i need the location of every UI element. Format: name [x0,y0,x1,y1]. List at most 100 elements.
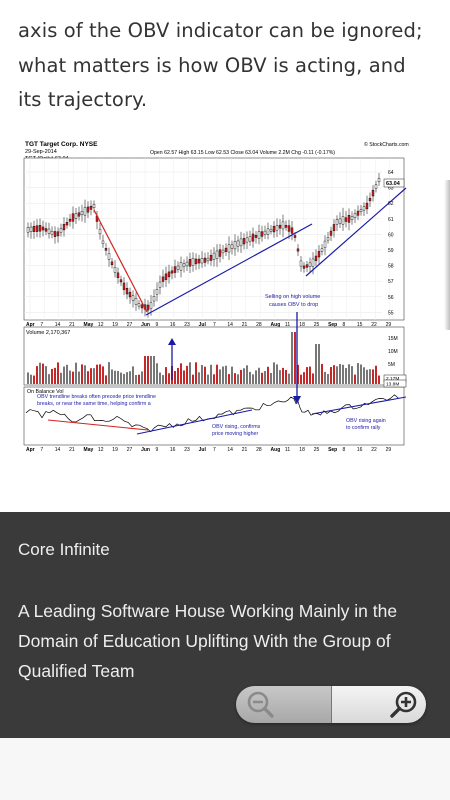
date-tick: 11 [285,447,290,453]
price-tick: 58 [388,264,394,270]
price-tick: 56 [388,295,394,301]
footer-tagline: A Leading Software House Working Mainly … [18,601,398,681]
date-tick: 16 [170,322,176,328]
annotation-selling: causes OBV to drop [269,302,318,308]
chart-symbol: TGT Target Corp. NYSE [25,141,98,148]
annotation-breaks: breaks, or near the same time, helping c… [37,401,151,407]
date-tick: 14 [227,447,233,453]
date-tick: Apr [26,322,35,328]
obv-uptrend-line-2 [311,396,407,415]
date-tick: 7 [40,447,43,453]
chart-date: 29-Sep-2014 [25,149,57,155]
date-tick: 23 [184,322,190,328]
annotation-rising-a: OBV rising, confirms [212,424,261,430]
annotation-breaks: OBV trendline breaks often precede price… [37,394,156,400]
date-tick: 28 [256,322,262,328]
volume-panel: Volume 2,170,367 15M 10M 5M 2.17M [23,326,407,386]
obv-chart-image: TGT Target Corp. NYSE 29-Sep-2014 TGT (D… [22,140,410,454]
date-tick: 7 [213,322,216,328]
zoom-out-button[interactable] [236,686,332,723]
date-tick: 9 [155,447,158,453]
obv-uptrend-line [136,409,253,435]
date-tick: 7 [40,322,43,328]
price-tick: 57 [388,279,394,285]
article-line: what matters is how OBV is acting, and [18,53,406,77]
volume-label: Volume 2,170,367 [26,330,70,336]
zoom-in-icon [390,691,417,718]
last-price-badge: 63.04 [386,181,401,187]
date-tick: 8 [342,447,345,453]
date-tick: 14 [227,322,233,328]
date-tick: 22 [371,322,377,328]
obv-label: On Balance Vol [27,389,64,395]
volume-tick: 5M [388,362,395,368]
footer-brand[interactable]: Core Infinite [18,540,110,559]
chart-source: © StockCharts.com [364,141,409,148]
date-tick: 27 [127,322,133,328]
price-panel: 64 63 62 61 60 59 58 57 56 55 63.04 Selling on hi… [23,157,407,321]
date-tick: Apr [26,447,35,453]
price-tick: 61 [388,217,394,223]
date-tick: 29 [386,322,392,328]
zoom-in-button[interactable] [331,686,426,723]
date-tick: 18 [299,322,305,328]
date-tick: 7 [213,447,216,453]
date-tick: 29 [386,447,392,453]
date-tick: Sep [328,322,337,328]
obv-badge: 13.8M [386,382,399,388]
article-text: axis of the OBV indicator can be ignored… [18,14,438,118]
date-tick: 19 [112,447,118,453]
obv-panel: On Balance Vol OBV trendline breaks ofte… [23,379,407,446]
date-tick: Jun [141,322,150,328]
volume-tick: 10M [388,349,398,355]
date-tick: 21 [69,447,75,453]
date-tick: May [84,447,94,453]
price-tick: 63 [388,186,394,192]
page-bottom-area [0,738,450,800]
date-tick: 25 [314,447,320,453]
date-tick: 14 [55,322,61,328]
date-tick: 18 [299,447,305,453]
obv-downtrend-line [47,419,149,431]
annotation-rising-a: price moving higher [212,431,258,437]
annotation-rising-b: to confirm rally [346,425,381,431]
price-tick: 62 [388,201,394,207]
volume-badge: 2.17M [386,376,399,382]
price-tick: 55 [388,310,394,316]
date-tick: 15 [357,322,363,328]
volume-tick: 15M [388,336,398,342]
price-tick: 60 [388,232,394,238]
price-uptrend-line [145,223,313,316]
date-tick: 23 [184,447,190,453]
price-tick: 59 [388,248,394,254]
date-tick: 16 [170,447,176,453]
annotation-selling: Selling on high volume [265,294,320,300]
scroll-edge-indicator[interactable] [444,180,450,330]
date-tick: Aug [271,322,281,328]
date-tick: 27 [127,447,133,453]
date-tick: Aug [271,447,281,453]
price-uptrend-line-2 [305,187,407,277]
date-tick: 9 [155,322,158,328]
date-tick: 11 [285,322,290,328]
annotation-rising-b: OBV rising again [346,418,386,424]
article-line: axis of the OBV indicator can be ignored… [18,19,423,42]
date-tick: 8 [342,322,345,328]
zoom-control [236,686,426,723]
date-tick: 21 [242,447,248,453]
date-tick: 16 [357,447,363,453]
price-downtrend-line [93,209,148,313]
chart-ohlc: Open 62.57 High 63.15 Low 62.53 Close 63… [150,150,335,156]
date-tick: 21 [69,322,75,328]
date-tick: 14 [55,447,61,453]
date-tick: 25 [314,322,320,328]
date-tick: 21 [242,322,248,328]
zoom-out-icon [247,691,274,718]
date-tick: 12 [98,322,104,328]
date-tick: 19 [112,322,118,328]
price-tick: 64 [388,170,394,176]
annotation-arrows [168,312,301,404]
date-tick: Jun [141,447,150,453]
date-tick: 22 [371,447,377,453]
date-tick: Jul [199,322,207,328]
